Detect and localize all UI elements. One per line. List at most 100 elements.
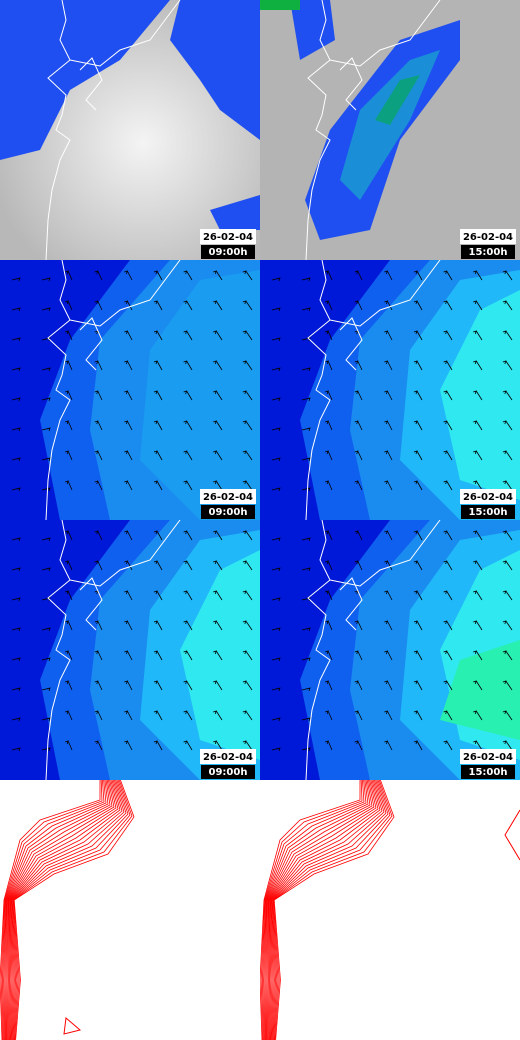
wind-arrow xyxy=(41,397,51,402)
wind-arrow xyxy=(124,710,133,721)
wind-arrow xyxy=(301,567,311,572)
wind-arrow xyxy=(213,740,223,751)
wind-arrow xyxy=(301,687,311,692)
wind-arrow xyxy=(502,650,513,661)
wind-arrow xyxy=(413,300,423,311)
wind-arrow xyxy=(502,360,513,371)
wind-arrow xyxy=(301,627,311,632)
wind-arrow xyxy=(502,560,513,571)
wind-arrow xyxy=(384,330,393,341)
wind-arrow xyxy=(271,567,281,572)
wind-arrow xyxy=(213,620,223,631)
wind-arrow xyxy=(384,620,393,631)
wind-arrow xyxy=(64,270,73,281)
wind-arrow xyxy=(384,680,393,691)
wind-arrow xyxy=(413,620,423,631)
wind-arrow xyxy=(502,590,513,601)
wind-arrow xyxy=(124,560,133,571)
wind-arrow xyxy=(213,650,223,661)
wind-arrow xyxy=(94,480,103,491)
wind-arrow xyxy=(213,420,223,431)
wind-arrow xyxy=(41,657,51,662)
wind-arrow xyxy=(242,300,253,311)
wind-arrow xyxy=(242,680,253,691)
map-panel: 26-02-04 15:00h xyxy=(260,260,520,520)
wind-arrow xyxy=(413,330,423,341)
wind-arrow xyxy=(384,420,393,431)
contour-line xyxy=(7,780,115,1040)
wind-arrow xyxy=(213,390,223,401)
wind-arrow xyxy=(473,710,483,721)
wind-arrow xyxy=(183,270,193,281)
wind-arrow xyxy=(153,360,163,371)
time-box xyxy=(201,505,255,519)
wind-arrow xyxy=(41,307,51,312)
wind-arrow xyxy=(502,270,513,281)
wind-arrow xyxy=(183,740,193,751)
contour-line xyxy=(269,780,381,1040)
wind-arrow xyxy=(213,360,223,371)
wind-arrow xyxy=(354,450,363,461)
wind-arrow xyxy=(11,427,21,432)
wind-arrow xyxy=(271,487,281,492)
wind-arrow xyxy=(11,367,21,372)
wind-arrow xyxy=(124,330,133,341)
wind-arrow xyxy=(183,680,193,691)
wind-arrow xyxy=(384,450,393,461)
wind-arrow xyxy=(473,330,483,341)
wind-arrow xyxy=(384,710,393,721)
wind-arrow xyxy=(324,560,333,571)
wind-arrow xyxy=(242,710,253,721)
contour-line xyxy=(4,780,109,1040)
wind-arrow xyxy=(94,420,103,431)
wind-arrow xyxy=(153,530,163,541)
wind-arrow xyxy=(94,390,103,401)
wind-arrow xyxy=(124,740,133,751)
wind-arrow xyxy=(153,330,163,341)
wind-arrow xyxy=(443,390,453,401)
wind-arrow xyxy=(124,360,133,371)
wind-arrow xyxy=(213,330,223,341)
wind-arrow xyxy=(242,480,253,491)
wind-arrow xyxy=(354,530,363,541)
wind-arrow xyxy=(124,480,133,491)
wind-arrow xyxy=(213,450,223,461)
wind-arrow xyxy=(11,277,21,282)
wind-arrow xyxy=(354,740,363,751)
wind-arrow xyxy=(213,300,223,311)
wind-band xyxy=(440,640,520,740)
wind-arrow xyxy=(242,420,253,431)
wind-arrow xyxy=(64,300,73,311)
wind-arrow xyxy=(64,390,73,401)
wind-arrow xyxy=(384,590,393,601)
time-label: 09:00h xyxy=(209,767,248,778)
wind-arrow xyxy=(271,537,281,542)
wind-arrow xyxy=(324,740,333,751)
wind-arrow xyxy=(183,330,193,341)
wind-arrow xyxy=(443,710,453,721)
wind-arrow xyxy=(354,360,363,371)
contour-line xyxy=(0,780,103,1040)
contour-line xyxy=(267,780,375,1040)
wind-arrow xyxy=(473,740,483,751)
wind-arrow xyxy=(502,530,513,541)
wind-arrow xyxy=(64,360,73,371)
wind-arrow xyxy=(271,457,281,462)
wind-arrow xyxy=(41,537,51,542)
wind-arrow xyxy=(183,420,193,431)
wind-arrow xyxy=(153,560,163,571)
contour-line xyxy=(63,1017,82,1035)
wind-arrow xyxy=(443,480,453,491)
wind-arrow xyxy=(64,680,73,691)
wind-arrow xyxy=(473,270,483,281)
wind-arrow xyxy=(443,740,453,751)
wind-arrow xyxy=(124,450,133,461)
wind-arrow xyxy=(41,567,51,572)
wind-arrow xyxy=(502,390,513,401)
wind-arrow xyxy=(153,680,163,691)
wind-arrow xyxy=(502,420,513,431)
cloud-area xyxy=(0,0,170,160)
contour-line xyxy=(11,780,129,1040)
wind-arrow xyxy=(242,270,253,281)
wind-arrow xyxy=(271,687,281,692)
